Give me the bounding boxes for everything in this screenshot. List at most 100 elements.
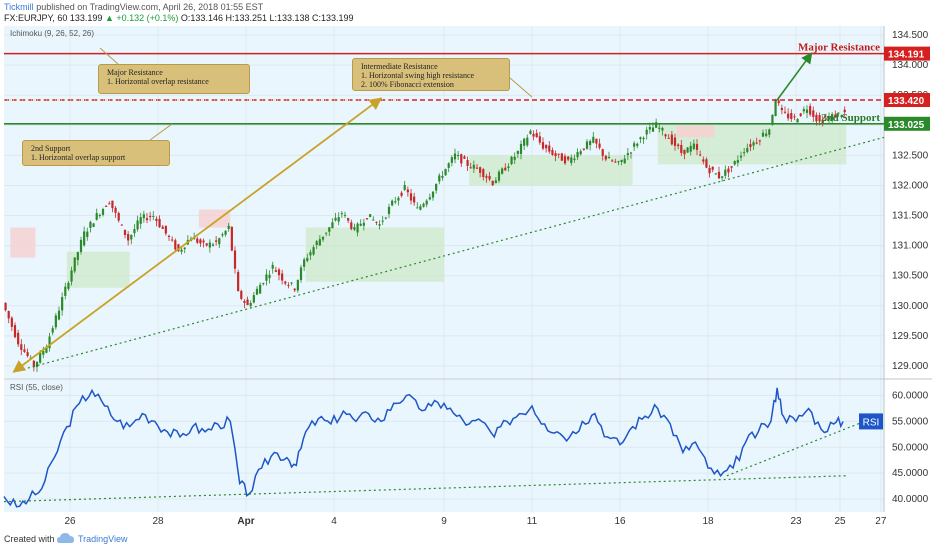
candle-body xyxy=(54,315,57,328)
level-price-label: 134.191 xyxy=(888,50,925,61)
candle-body xyxy=(834,114,837,118)
callout-title: 2nd Support xyxy=(31,144,71,153)
candle-body xyxy=(626,153,629,156)
candle-body xyxy=(315,241,318,246)
x-tick-label: 26 xyxy=(64,516,76,527)
candle-body xyxy=(174,240,177,250)
candle-body xyxy=(237,272,240,292)
rsi-tick-label: 50.0000 xyxy=(892,442,929,453)
tradingview-brand[interactable]: TradingView xyxy=(78,534,128,544)
candle-body xyxy=(83,231,86,246)
candle-body xyxy=(108,203,111,205)
candle-body xyxy=(51,328,54,333)
candle-body xyxy=(422,203,425,207)
candle-body xyxy=(73,257,76,272)
rsi-legend-badge xyxy=(859,413,883,430)
candle-body xyxy=(692,143,695,149)
level-major-resistance: 134.191 xyxy=(4,46,930,61)
candle-body xyxy=(17,332,20,345)
candle-body xyxy=(708,167,711,174)
candle-body xyxy=(92,223,95,227)
candle-body xyxy=(497,171,501,181)
publisher-brand[interactable]: Tickmill xyxy=(4,2,34,12)
candle-body xyxy=(601,149,604,156)
candle-body xyxy=(538,136,541,143)
candle-body xyxy=(79,239,83,252)
candle-body xyxy=(105,205,108,207)
candle-body xyxy=(435,183,438,191)
level-price-tag xyxy=(884,93,930,108)
level-price-tag xyxy=(884,46,930,61)
level-price-tag xyxy=(884,116,930,131)
cloud-segment-bearish xyxy=(676,125,715,138)
candle-body xyxy=(714,173,717,175)
candle-body xyxy=(296,279,299,291)
candle-body xyxy=(796,119,799,123)
candle-body xyxy=(340,213,343,215)
candle-body xyxy=(117,212,120,221)
candle-body xyxy=(39,352,42,363)
candle-body xyxy=(777,100,780,104)
chart-footer: Created with TradingView xyxy=(0,530,932,550)
candle-body xyxy=(739,155,743,158)
candle-body xyxy=(667,137,670,139)
y-tick-label: 130.500 xyxy=(892,271,929,282)
rsi-trendline xyxy=(726,413,885,477)
candle-body xyxy=(303,259,306,267)
candle-body xyxy=(142,214,145,219)
candle-body xyxy=(281,273,284,281)
candle-body xyxy=(255,288,259,295)
candle-body xyxy=(730,166,733,168)
candle-body xyxy=(299,267,303,281)
rsi-tick-label: 45.0000 xyxy=(892,468,929,479)
candle-body xyxy=(755,142,758,144)
candle-body xyxy=(287,284,290,286)
candle-body xyxy=(233,250,237,269)
candle-body xyxy=(164,225,167,234)
candle-body xyxy=(419,206,422,210)
candle-body xyxy=(563,156,567,164)
candle-body xyxy=(765,133,768,136)
candle-body xyxy=(582,148,585,150)
callout-item: 1. Horizontal overlap resistance xyxy=(107,77,209,86)
candle-body xyxy=(702,159,705,162)
candle-body xyxy=(306,257,309,261)
candle-body xyxy=(114,207,117,213)
candle-body xyxy=(680,145,683,153)
cloud-segment-bearish xyxy=(198,209,231,228)
fibonacci-extension-arrow xyxy=(12,97,383,373)
candle-body xyxy=(733,161,736,165)
candle-body xyxy=(409,193,413,201)
last-price: 133.199 xyxy=(69,13,103,23)
x-tick-label: 9 xyxy=(441,516,447,527)
candle-body xyxy=(101,209,105,215)
cloud-segment-bearish xyxy=(10,227,36,258)
candle-body xyxy=(670,134,673,145)
candle-body xyxy=(457,154,460,157)
candle-body xyxy=(629,152,633,154)
candle-body xyxy=(611,160,614,162)
candle-body xyxy=(721,176,724,178)
candle-body xyxy=(510,156,513,165)
candle-body xyxy=(752,142,755,146)
callout-title: Intermediate Resistance xyxy=(361,62,438,71)
candle-body xyxy=(136,220,139,230)
tradingview-cloud-icon xyxy=(57,533,74,543)
x-tick-label: 27 xyxy=(875,516,887,527)
x-tick-label: 16 xyxy=(614,516,626,527)
x-tick-label: 28 xyxy=(152,516,164,527)
candle-body xyxy=(309,252,312,256)
candle-body xyxy=(554,153,557,157)
x-tick-label: 23 xyxy=(790,516,802,527)
y-tick-label: 129.000 xyxy=(892,361,929,372)
candle-body xyxy=(447,163,450,168)
candle-body xyxy=(218,238,221,245)
candle-body xyxy=(639,137,642,140)
candle-body xyxy=(494,180,497,184)
candle-body xyxy=(277,269,281,276)
candle-body xyxy=(633,143,636,147)
candle-body xyxy=(362,222,365,226)
candle-body xyxy=(837,112,840,114)
candle-body xyxy=(595,138,598,144)
created-with-label: Created with xyxy=(4,534,55,544)
